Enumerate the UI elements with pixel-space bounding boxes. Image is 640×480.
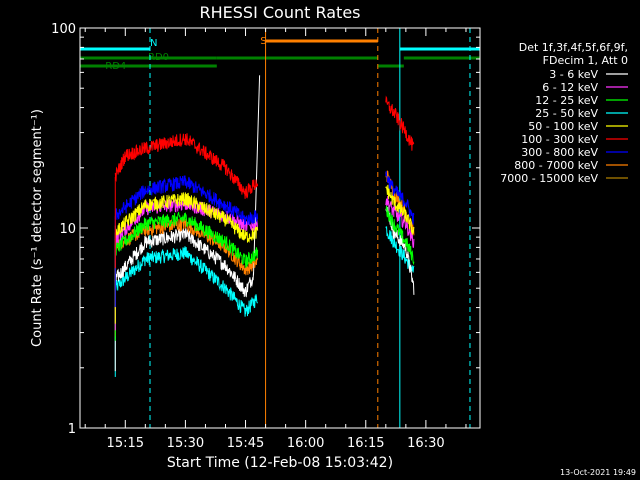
y-axis-label: Count Rate (s⁻¹ detector segment⁻¹): [30, 109, 45, 347]
series-line: [114, 205, 415, 268]
x-tick-label: 15:30: [167, 436, 204, 451]
legend-label: 12 - 25 keV: [535, 94, 598, 107]
series-line: [114, 184, 415, 243]
legend-label: 100 - 300 keV: [521, 133, 598, 146]
legend-label: 25 - 50 keV: [535, 107, 598, 120]
chart-title: RHESSI Count Rates: [200, 3, 361, 22]
y-tick-label: 100: [51, 22, 76, 37]
legend-label: 800 - 7000 keV: [514, 159, 598, 172]
y-tick-label: 1: [68, 422, 76, 437]
x-tick-label: 16:00: [287, 436, 324, 451]
axis-layer: 15:15 15:30 15:45 16:00 16:15 16:30 1 10 100: [51, 22, 480, 451]
x-axis-label: Start Time (12-Feb-08 15:03:42): [167, 455, 393, 471]
legend-label: 7000 - 15000 keV: [500, 172, 598, 185]
legend-header-line-2: FDecim 1, Att 0: [543, 54, 628, 67]
legend-label: 50 - 100 keV: [528, 120, 598, 133]
series-line: [114, 171, 415, 225]
series-line: [114, 95, 415, 199]
annotation-label: N: [150, 38, 157, 49]
legend-label: 300 - 800 keV: [521, 146, 598, 159]
annotation-label: RD0: [148, 52, 169, 63]
series-line: [114, 195, 415, 248]
footer-timestamp: 13-Oct-2021 19:49: [560, 468, 636, 477]
legend-header-line-1: Det 1f,3f,4f,5f,6f,9f,: [519, 41, 628, 54]
x-tick-label: 16:15: [347, 436, 384, 451]
series-layer: [114, 75, 415, 377]
legend-label: 6 - 12 keV: [542, 81, 598, 94]
annotation-label: RD4: [105, 61, 126, 72]
annotation-label: S: [260, 36, 266, 47]
x-tick-label: 16:30: [407, 436, 444, 451]
x-tick-label: 15:45: [227, 436, 264, 451]
legend-label: 3 - 6 keV: [549, 68, 598, 81]
y-tick-label: 10: [59, 222, 76, 237]
x-tick-label: 15:15: [107, 436, 144, 451]
